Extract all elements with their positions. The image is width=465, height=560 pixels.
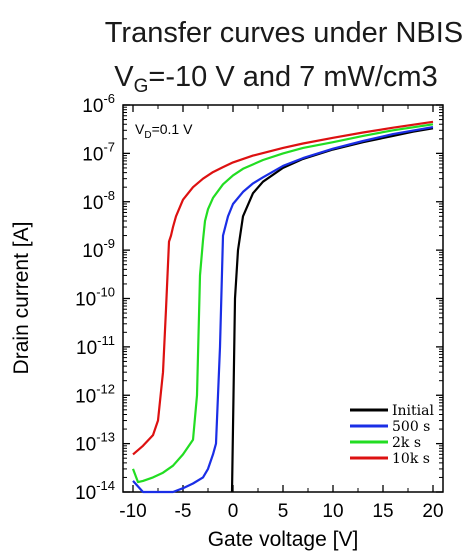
y-tick-label: 10-10 — [75, 285, 115, 311]
x-tick-label: -10 — [119, 501, 146, 522]
data-series — [131, 120, 434, 494]
x-tick-label: 0 — [228, 501, 239, 522]
y-tick-label: 10-12 — [75, 381, 115, 407]
x-tick-label: 5 — [278, 501, 289, 522]
x-tick-label: 10 — [322, 501, 343, 522]
series-line-2k-s — [131, 123, 434, 484]
y-tick-label: 10-13 — [75, 430, 115, 456]
title-v-symbol: V — [114, 61, 134, 93]
y-tick-label: 10-7 — [82, 139, 115, 165]
y-tick-label: 10-14 — [75, 478, 115, 504]
legend-label: Initial — [392, 403, 434, 419]
y-tick-label: 10-6 — [82, 91, 115, 117]
y-tick-label: 10-8 — [82, 188, 115, 214]
axis-ticks: -10 -5 0 5 10 15 20 10-14 10-13 10-12 10-11 10-10 10… — [75, 91, 444, 522]
legend-label: 2k s — [392, 435, 421, 451]
title-condition-text: =-10 V and 7 mW/cm3 — [148, 61, 437, 93]
legend-label: 10k s — [392, 451, 430, 467]
y-tick-label: 10-9 — [82, 236, 115, 262]
x-tick-label: -5 — [175, 501, 192, 522]
series-line-500-s — [132, 126, 434, 494]
anno-v-subscript: D — [144, 130, 151, 141]
anno-value: =0.1 V — [152, 121, 194, 137]
anno-v-symbol: V — [135, 121, 145, 137]
x-tick-label: 20 — [422, 501, 443, 522]
chart-title-line1: Transfer curves under NBIS, — [105, 17, 465, 49]
series-line-10k-s — [132, 120, 434, 456]
x-tick-label: 15 — [372, 501, 393, 522]
series-line-initial — [230, 127, 434, 493]
legend-label: 500 s — [392, 419, 430, 435]
y-axis-label: Drain current [A] — [10, 222, 33, 375]
x-axis-label: Gate voltage [V] — [208, 528, 359, 551]
drain-voltage-annotation: VD=0.1 V — [135, 121, 193, 141]
chart-title-line2: VG=-10 V and 7 mW/cm3 — [114, 61, 437, 97]
title-v-subscript: G — [134, 76, 149, 97]
plot-frame — [122, 104, 444, 493]
y-tick-label: 10-11 — [76, 333, 115, 359]
